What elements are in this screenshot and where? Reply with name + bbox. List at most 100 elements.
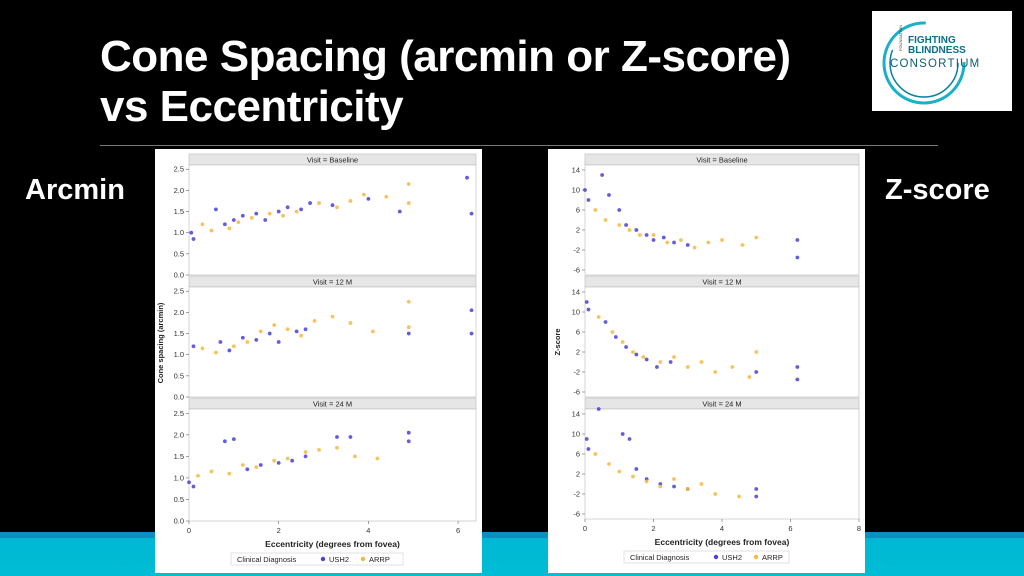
y-tick-label: -2 [573,368,580,377]
data-point-ush2 [465,175,469,180]
data-point-ush2 [308,201,312,205]
data-point-arrp [375,456,380,461]
data-point-ush2 [651,238,656,242]
data-point-ush2 [685,243,690,247]
data-point-ush2 [655,365,659,369]
data-point-arrp [272,323,277,327]
data-point-ush2 [397,209,402,214]
logo-ring-inner [889,28,959,98]
data-point-ush2 [583,188,587,192]
data-point-arrp [713,492,718,496]
legend-box [623,550,790,564]
logo-line1: FIGHTING [908,35,956,46]
data-point-ush2 [294,329,299,334]
x-tick-label: 8 [857,524,861,533]
y-tick-label: -6 [573,510,580,519]
data-point-arrp [406,182,411,186]
legend-marker-ush2 [320,556,326,562]
slide-title: Cone Spacing (arcmin or Z-score) vs Ecce… [100,32,791,131]
data-point-ush2 [624,223,628,227]
y-tick-label: 0.0 [174,271,184,280]
data-point-arrp [406,299,411,304]
data-point-ush2 [620,432,625,436]
x-tick-label: 4 [366,526,370,535]
data-point-arrp [370,329,375,334]
data-point-ush2 [469,211,474,216]
data-point-ush2 [672,240,676,245]
legend-box [230,552,404,566]
data-point-arrp [348,321,353,325]
x-tick-label: 4 [720,524,724,533]
y-tick-label: 2.5 [174,287,184,296]
data-point-arrp [303,450,308,454]
data-point-ush2 [258,463,263,467]
title-divider [100,145,938,146]
data-point-ush2 [348,435,353,439]
data-point-arrp [603,218,608,222]
y-tick-label: 10 [572,308,580,317]
data-point-ush2 [276,340,281,344]
data-point-ush2 [299,207,304,212]
data-point-ush2 [634,467,639,471]
y-tick-label: 14 [572,166,580,175]
y-tick-label: 10 [572,430,580,439]
y-tick-label: -6 [573,388,580,397]
data-point-ush2 [627,437,632,441]
y-tick-label: -2 [573,490,580,499]
y-tick-label: 6 [576,328,580,337]
y-tick-label: 14 [572,288,580,297]
data-point-arrp [617,469,622,474]
data-point-arrp [679,238,683,242]
data-point-arrp [672,355,676,359]
legend-label-arrp: ARRP [369,555,390,564]
data-point-arrp [641,355,646,359]
data-point-arrp [713,370,718,374]
x-tick-label: 0 [583,524,587,533]
data-point-ush2 [661,235,666,240]
data-point-arrp [245,340,250,344]
data-point-arrp [285,456,290,461]
data-point-ush2 [191,484,196,489]
y-tick-label: 1.5 [174,452,184,461]
data-point-ush2 [330,203,335,208]
data-point-arrp [258,329,263,334]
data-point-arrp [200,346,205,351]
data-point-ush2 [469,308,474,313]
data-point-arrp [406,325,411,330]
y-tick-label: 2.0 [174,308,184,317]
data-point-arrp [685,365,690,369]
data-point-arrp [200,222,205,227]
x-tick-label: 0 [187,526,191,535]
data-point-ush2 [285,205,290,210]
zscore-chart: Visit = Baseline 14 10 6 2 -2 -6 Visit = 12 M 14… [553,153,861,564]
logo-graphic: FOUNDATION FIGHTING BLINDNESS CONSORTIUM [882,21,979,105]
y-tick-label: 0.0 [174,517,184,526]
logo-line2: BLINDNESS [908,45,966,56]
data-point-arrp [384,194,389,199]
y-axis-label: Z-score [553,328,562,355]
data-point-ush2 [624,345,628,349]
data-point-arrp [249,215,254,220]
data-point-ush2 [191,344,196,349]
data-point-arrp [285,327,290,332]
y-tick-label: 2 [576,348,580,357]
data-point-ush2 [303,454,308,459]
panel-label: Visit = 24 M [313,400,352,409]
y-tick-label: 2 [576,226,580,235]
data-point-arrp [317,448,321,452]
y-tick-label: 1.0 [174,350,184,359]
data-point-ush2 [584,300,589,304]
data-point-arrp [699,482,704,486]
y-tick-label: 1.5 [174,207,184,216]
data-point-arrp [209,228,214,233]
data-point-ush2 [191,237,196,241]
panel-label: Visit = Baseline [696,156,747,165]
data-point-ush2 [754,487,759,491]
zscore-chart-panel: Visit = Baseline 14 10 6 2 -2 -6 Visit = 12 M 14… [548,149,865,573]
data-point-arrp [353,454,357,459]
x-tick-label: 2 [277,526,281,535]
y-axis-label: Cone spacing (arcmin) [156,302,165,383]
x-axis-label: Eccentricity (degrees from fovea) [265,539,400,549]
data-point-arrp [214,350,218,355]
data-point-arrp [254,465,259,470]
